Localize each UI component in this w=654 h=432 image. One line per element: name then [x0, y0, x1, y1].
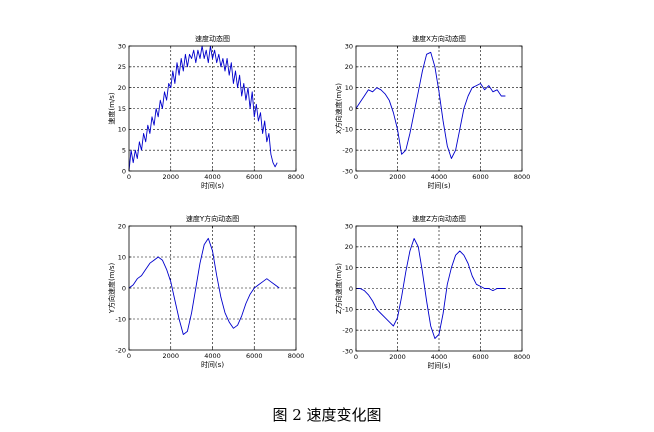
y-tick-label: 20 — [118, 84, 126, 92]
chart-title: 速度Z方向动态图 — [412, 214, 466, 223]
y-tick-label: 0 — [122, 167, 126, 175]
y-tick-label: 0 — [349, 285, 353, 293]
y-axis-label: X方向速度(m/s) — [334, 83, 343, 134]
series-line-1 — [128, 237, 280, 335]
series-line-1 — [356, 238, 506, 339]
x-tick-label: 4000 — [431, 173, 448, 181]
x-tick-label: 4000 — [204, 352, 221, 360]
chart-panel-4: 0 2000 4000 6000 8000 -30 -20 -10 0 10 20 30 速度Z方向动态… — [334, 214, 530, 370]
y-tick-label: -30 — [342, 347, 353, 355]
y-tick-label: 20 — [118, 222, 126, 230]
x-tick-label: 0 — [127, 352, 131, 360]
series-line-1 — [355, 51, 506, 159]
x-axis-label: 时间(s) — [201, 181, 224, 190]
x-tick-label: 4000 — [204, 173, 221, 181]
x-tick-label: 0 — [354, 173, 358, 181]
y-tick-label: 15 — [118, 105, 126, 113]
y-tick-label: 10 — [345, 264, 353, 272]
y-tick-label: 10 — [345, 84, 353, 92]
x-tick-label: 2000 — [162, 352, 179, 360]
y-tick-label: -20 — [115, 346, 126, 354]
chart-title: 速度X方向动态图 — [412, 34, 466, 43]
y-tick-label: 20 — [345, 243, 353, 251]
x-tick-label: 6000 — [246, 352, 263, 360]
y-tick-label: -10 — [342, 306, 353, 314]
x-tick-label: 8000 — [288, 352, 305, 360]
x-tick-label: 8000 — [514, 173, 531, 181]
x-tick-label: 2000 — [162, 173, 179, 181]
y-tick-label: 25 — [118, 63, 126, 71]
y-tick-label: -30 — [342, 167, 353, 175]
series-line-1 — [128, 45, 278, 172]
x-axis-label: 时间(s) — [201, 360, 224, 369]
chart-title: 速度动态图 — [195, 34, 230, 43]
x-tick-label: 6000 — [472, 173, 489, 181]
x-tick-label: 8000 — [288, 173, 305, 181]
x-tick-label: 2000 — [389, 353, 406, 361]
chart-panel-3: 0 2000 4000 6000 8000 -20 -10 0 10 20 速度Y方向动态图时间(s… — [107, 214, 304, 369]
y-tick-label: 30 — [118, 42, 126, 50]
x-tick-label: 8000 — [514, 353, 531, 361]
y-tick-label: 30 — [345, 42, 353, 50]
y-tick-label: -20 — [342, 146, 353, 154]
y-tick-label: 20 — [345, 63, 353, 71]
x-tick-label: 0 — [354, 353, 358, 361]
x-axis-label: 时间(s) — [427, 181, 450, 190]
y-tick-label: 5 — [122, 146, 126, 154]
x-axis-label: 时间(s) — [427, 361, 450, 370]
y-tick-label: 0 — [122, 284, 126, 292]
y-axis-label: Z方向速度(m/s) — [334, 263, 343, 314]
x-tick-label: 6000 — [472, 353, 489, 361]
y-tick-label: -10 — [342, 126, 353, 134]
x-tick-label: 0 — [127, 173, 131, 181]
chart-panel-2: 0 2000 4000 6000 8000 -30 -20 -10 0 10 20 30 速度X方向动态… — [334, 34, 530, 190]
chart-title: 速度Y方向动态图 — [186, 214, 239, 223]
y-tick-label: -20 — [342, 326, 353, 334]
x-tick-label: 6000 — [246, 173, 263, 181]
x-tick-label: 2000 — [389, 173, 406, 181]
y-tick-label: 30 — [345, 222, 353, 230]
y-tick-label: 10 — [118, 253, 126, 261]
figure-caption: 图 2 速度变化图 — [272, 406, 382, 424]
y-tick-label: 0 — [349, 105, 353, 113]
y-axis-label: Y方向速度(m/s) — [107, 262, 116, 314]
y-axis-label: 速度(m/s) — [107, 92, 116, 125]
y-tick-label: -10 — [115, 315, 126, 323]
y-tick-label: 10 — [118, 126, 126, 134]
x-tick-label: 4000 — [431, 353, 448, 361]
